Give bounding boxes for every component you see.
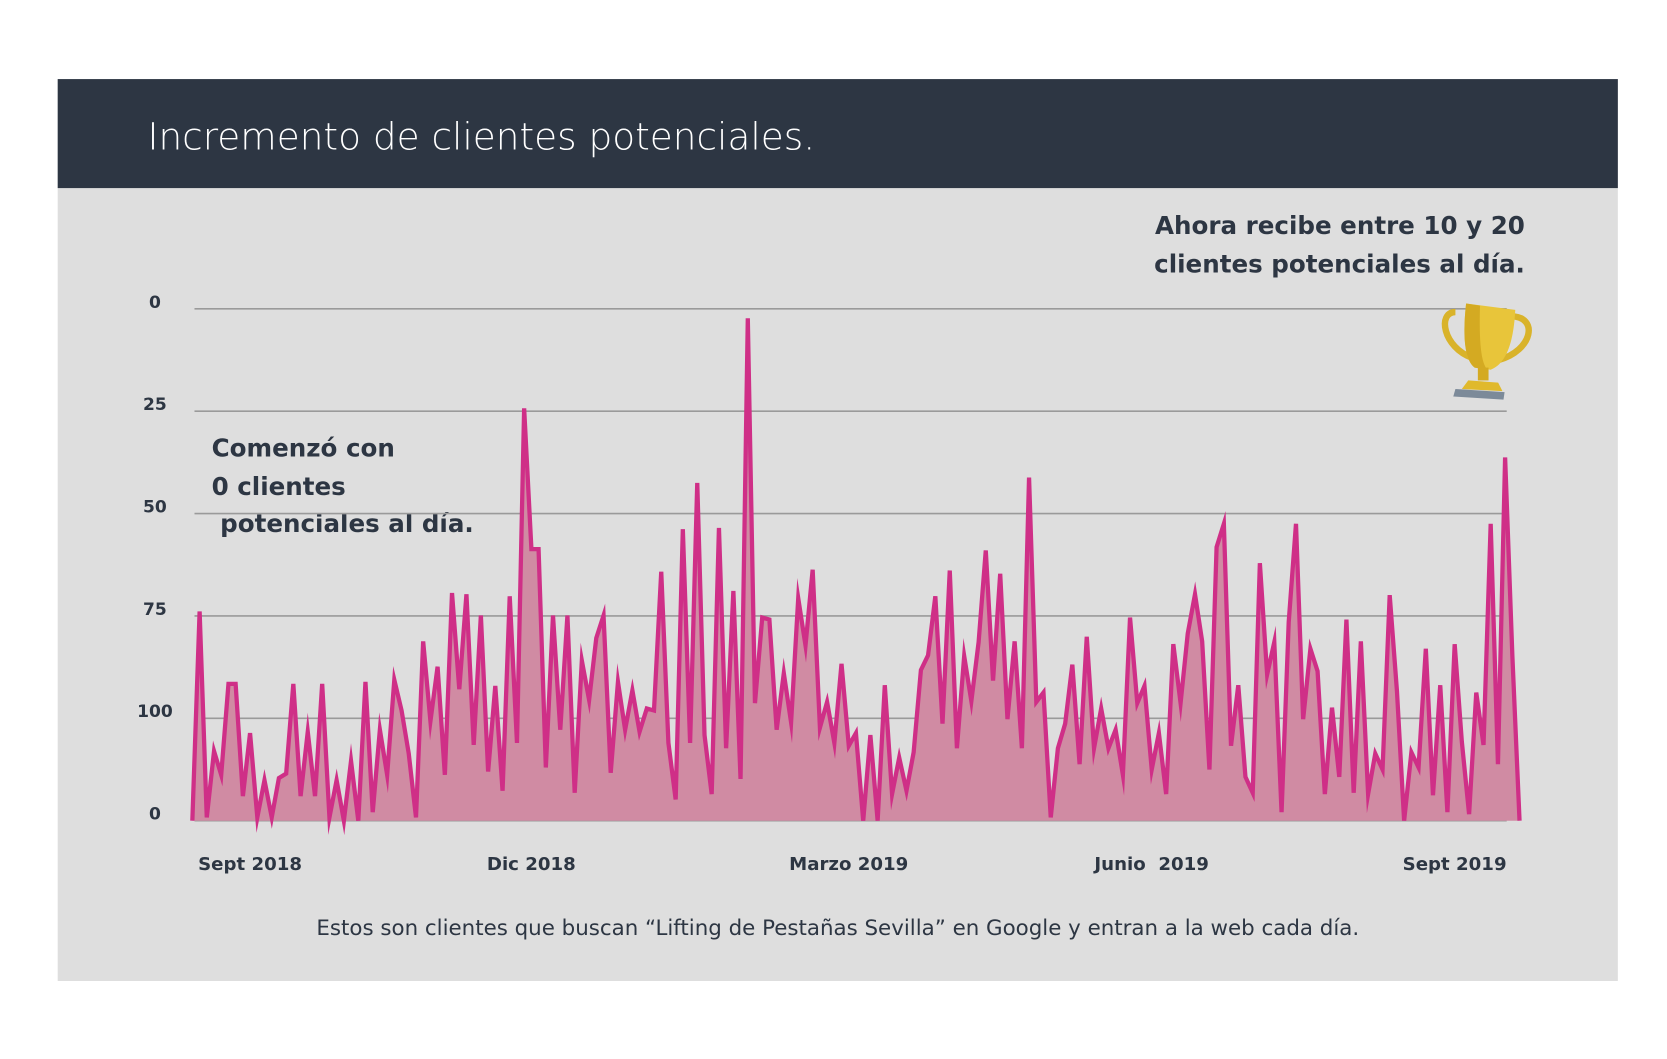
annotation: Comenzó con [212,433,395,462]
chart-title: Incremento de clientes potenciales. [147,115,815,159]
annotation: clientes potenciales al día. [1154,250,1525,279]
x-tick-label: Marzo 2019 [789,854,908,875]
annotation: 0 clientes [212,472,346,501]
y-tick-label: 0 [149,293,161,313]
trophy [1441,303,1532,400]
header [57,79,1618,189]
x-tick-label: Junio 2019 [1092,854,1208,875]
annotation: Ahora recibe entre 10 y 20 [1155,211,1525,240]
y-tick-label: 75 [143,600,167,620]
y-tick-label: 0 [149,805,161,825]
x-tick-label: Dic 2018 [487,854,576,875]
panel [57,79,1618,981]
footnote: Estos son clientes que buscan “Lifting d… [316,916,1359,941]
y-tick-label: 25 [143,395,167,415]
line [190,318,1522,836]
y-tick-label: 50 [143,498,167,518]
x-tick-label: Sept 2019 [1403,854,1507,875]
y-tick-label: 100 [137,702,173,722]
x-tick-label: Sept 2018 [198,854,302,875]
